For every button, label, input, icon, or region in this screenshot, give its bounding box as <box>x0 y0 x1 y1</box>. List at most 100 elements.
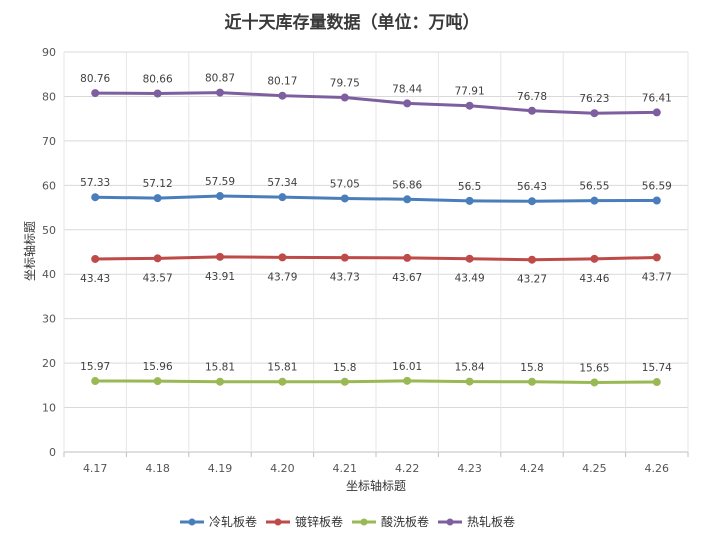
y-axis-ticks: 0 10 20 30 40 50 60 70 80 90 <box>42 46 56 459</box>
legend-swatch-marker <box>446 518 454 526</box>
data-label: 56.43 <box>517 181 547 193</box>
series-line <box>93 91 659 115</box>
data-point <box>216 88 224 97</box>
data-label: 76.23 <box>579 93 609 105</box>
legend-label: 镀锌板卷 <box>295 514 343 529</box>
data-label: 56.5 <box>458 181 481 193</box>
legend-item: 热轧板卷 <box>438 514 515 529</box>
data-label: 57.12 <box>143 178 173 190</box>
data-point <box>528 255 536 264</box>
data-label: 43.73 <box>330 272 360 284</box>
y-tick-label: 60 <box>42 179 56 192</box>
data-point <box>652 378 661 387</box>
chart-title: 近十天库存量数据（单位：万吨） <box>225 12 480 33</box>
legend-item: 冷轧板卷 <box>180 514 257 529</box>
x-tick-label: 4.24 <box>520 462 545 475</box>
data-point <box>91 254 100 263</box>
y-tick-label: 30 <box>42 313 56 326</box>
data-point <box>91 377 100 386</box>
data-label: 57.34 <box>267 177 297 189</box>
data-label: 15.8 <box>520 362 543 374</box>
data-point <box>403 253 412 262</box>
data-label: 15.8 <box>333 362 356 374</box>
data-label: 15.81 <box>267 362 297 374</box>
x-tick-label: 4.26 <box>645 462 670 475</box>
data-point <box>278 253 287 262</box>
data-label: 43.91 <box>205 271 235 283</box>
data-label: 76.78 <box>517 91 547 103</box>
data-point <box>590 196 599 205</box>
series-lines <box>91 88 661 387</box>
data-label: 15.84 <box>455 362 485 374</box>
y-tick-label: 20 <box>42 357 56 370</box>
legend-item: 酸洗板卷 <box>352 514 429 529</box>
data-label: 80.17 <box>267 76 297 88</box>
y-tick-label: 0 <box>49 446 56 459</box>
data-point <box>403 99 412 108</box>
data-point <box>403 376 412 385</box>
data-label: 80.66 <box>143 74 173 86</box>
data-point <box>528 106 536 115</box>
data-label: 15.81 <box>205 362 235 374</box>
data-point <box>340 253 349 262</box>
data-point <box>652 253 661 262</box>
data-point <box>91 193 100 202</box>
data-label: 15.96 <box>143 361 173 373</box>
data-point <box>652 196 661 205</box>
data-point <box>278 193 287 202</box>
y-tick-label: 80 <box>42 90 56 103</box>
y-tick-label: 10 <box>42 402 56 415</box>
data-label: 43.49 <box>455 273 485 285</box>
data-point <box>590 378 599 387</box>
data-label: 43.67 <box>392 272 422 284</box>
data-point <box>528 197 536 206</box>
data-point <box>278 377 287 386</box>
data-label: 57.59 <box>205 176 235 188</box>
x-tick-label: 4.20 <box>270 462 295 475</box>
data-label: 80.76 <box>80 73 110 85</box>
data-label: 43.27 <box>517 274 547 286</box>
x-tick-label: 4.19 <box>208 462 233 475</box>
data-label: 43.46 <box>579 273 609 285</box>
data-point <box>528 377 536 386</box>
series-line <box>93 255 659 262</box>
data-label: 57.33 <box>80 177 110 189</box>
data-label: 76.41 <box>642 92 672 104</box>
data-label: 80.87 <box>205 73 235 85</box>
data-label: 16.01 <box>392 361 422 373</box>
data-point <box>153 377 162 386</box>
data-point <box>465 254 474 263</box>
data-label: 43.57 <box>143 272 173 284</box>
legend-swatch-marker <box>274 518 282 526</box>
data-point <box>403 195 412 204</box>
y-tick-label: 90 <box>42 46 56 59</box>
data-point <box>340 93 349 102</box>
legend-label: 热轧板卷 <box>467 514 515 529</box>
legend-label: 酸洗板卷 <box>381 514 429 529</box>
data-point <box>216 192 224 201</box>
x-tick-label: 4.18 <box>145 462 170 475</box>
x-tick-label: 4.25 <box>582 462 607 475</box>
data-label: 56.59 <box>642 180 672 192</box>
data-point <box>153 89 162 98</box>
data-point <box>340 377 349 386</box>
data-label: 78.44 <box>392 83 422 95</box>
data-label: 43.77 <box>642 271 672 283</box>
x-tick-label: 4.21 <box>333 462 358 475</box>
y-tick-label: 70 <box>42 135 56 148</box>
data-label: 56.86 <box>392 179 422 191</box>
data-point <box>153 254 162 263</box>
data-point <box>652 108 661 117</box>
data-point <box>340 194 349 203</box>
data-label: 57.05 <box>330 178 360 190</box>
y-tick-label: 50 <box>42 224 56 237</box>
data-label: 43.43 <box>80 273 110 285</box>
legend-item: 镀锌板卷 <box>266 514 343 529</box>
data-point <box>91 89 100 98</box>
data-labels: 57.33 57.12 57.59 57.34 57.05 56.86 56.5 56.43 5… <box>80 73 672 375</box>
data-point <box>153 194 162 203</box>
data-point <box>465 101 474 110</box>
series-line <box>93 194 659 203</box>
